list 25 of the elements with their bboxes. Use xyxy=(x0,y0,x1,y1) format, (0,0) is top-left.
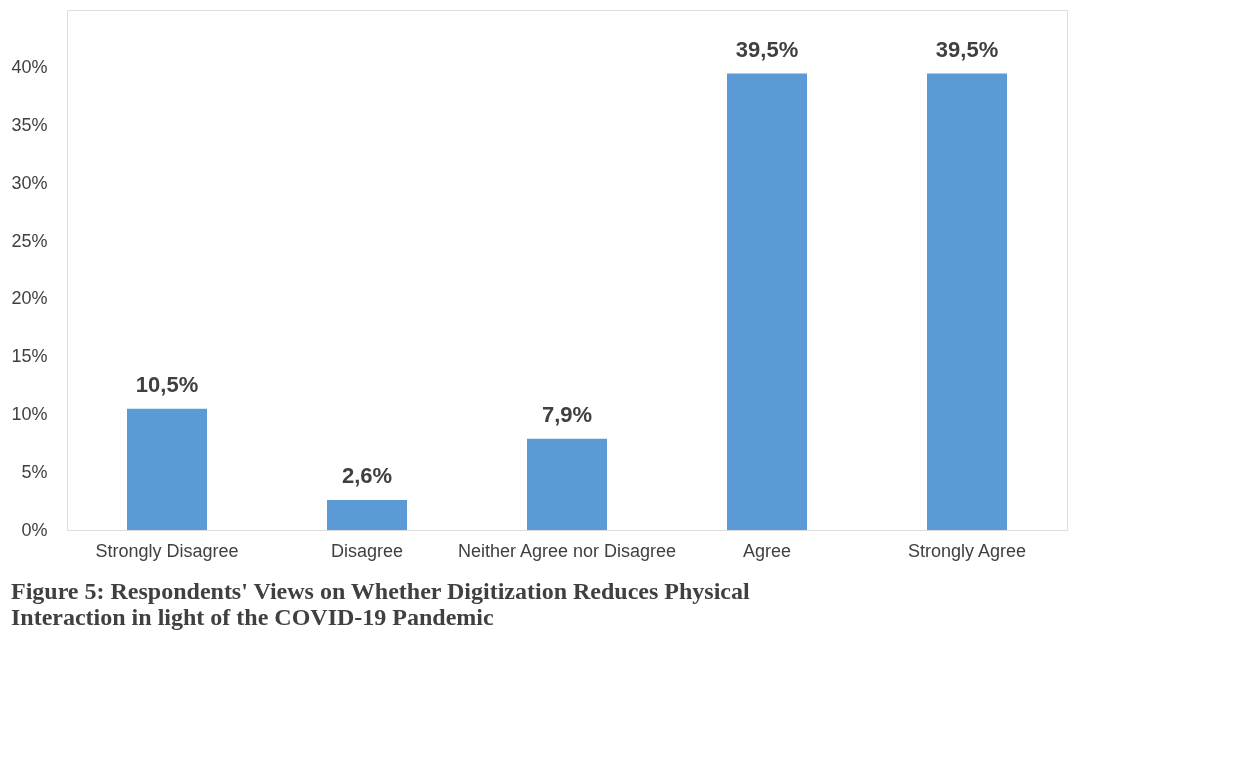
data-label: 7,9% xyxy=(541,401,593,427)
bar xyxy=(727,73,807,530)
x-tick-label: Strongly Disagree xyxy=(95,540,239,561)
y-tick-label: 25% xyxy=(11,230,48,251)
data-label: 39,5% xyxy=(735,36,799,62)
y-tick-label: 30% xyxy=(11,172,48,193)
data-label: 2,6% xyxy=(341,462,393,488)
x-tick-label: Disagree xyxy=(330,540,404,561)
y-tick-label: 20% xyxy=(11,288,48,309)
y-tick-label: 15% xyxy=(11,346,48,367)
y-tick-label: 35% xyxy=(11,115,48,136)
bar xyxy=(327,499,407,530)
y-tick-label: 10% xyxy=(11,403,48,424)
data-label: 39,5% xyxy=(935,36,999,62)
x-tick-label: Agree xyxy=(742,540,792,561)
y-tick-label: 0% xyxy=(21,519,48,540)
text: Figure 5: Respondents' Views on Whether Digitization Reduces Physical Interaction in light of the COVID-19 Pandemic xyxy=(10,578,750,630)
x-tick-label: Strongly Agree xyxy=(907,540,1027,561)
bar xyxy=(527,438,607,530)
x-tick-label: Neither Agree nor Disagree xyxy=(457,540,677,561)
y-tick-label: 40% xyxy=(11,57,48,78)
bar xyxy=(127,408,207,530)
y-tick-label: 5% xyxy=(21,461,48,482)
data-label: 10,5% xyxy=(135,371,199,397)
bar xyxy=(927,73,1007,530)
